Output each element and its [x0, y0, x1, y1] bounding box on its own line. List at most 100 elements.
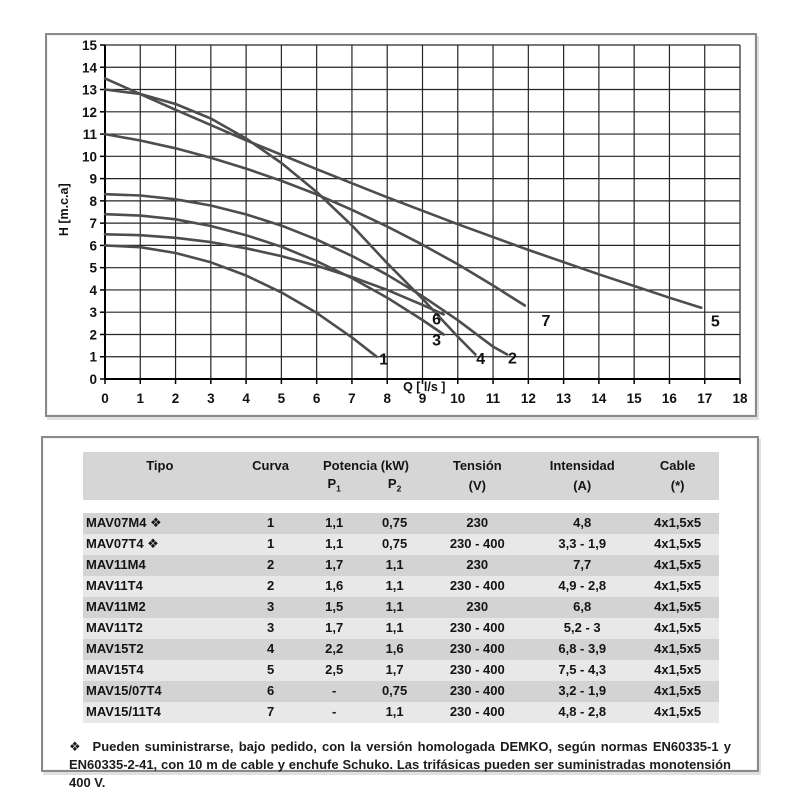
x-tick-label-15: 15	[627, 391, 643, 406]
cell-p2: 1,1	[362, 618, 427, 639]
x-tick-label-17: 17	[697, 391, 712, 406]
cell-cable: 4x1,5x5	[636, 534, 719, 555]
cell-cable: 4x1,5x5	[636, 513, 719, 534]
cell-p2: 1,1	[362, 576, 427, 597]
col-header-tension: Tensión	[426, 452, 529, 476]
x-tick-label-6: 6	[313, 391, 321, 406]
col-header-cable-unit: (*)	[636, 476, 719, 500]
cell-cable: 4x1,5x5	[636, 618, 719, 639]
cell-p1: 2,5	[305, 660, 363, 681]
x-tick-label-9: 9	[419, 391, 427, 406]
y-tick-label-3: 3	[89, 305, 97, 320]
cell-curva: 6	[235, 681, 306, 702]
col-header-tension-unit: (V)	[426, 476, 529, 500]
x-tick-label-13: 13	[556, 391, 572, 406]
x-tick-label-18: 18	[732, 391, 748, 406]
x-tick-label-16: 16	[662, 391, 678, 406]
cell-p1: 1,6	[305, 576, 363, 597]
x-tick-label-1: 1	[137, 391, 145, 406]
table-row: MAV07M4 ❖ 1 1,1 0,75 230 4,8 4x1,5x5	[83, 513, 719, 534]
curve-3	[103, 212, 445, 336]
col-header-intensidad: Intensidad	[528, 452, 637, 476]
y-tick-label-6: 6	[89, 238, 97, 253]
cell-tipo: MAV07M4 ❖	[83, 513, 236, 534]
cell-tipo: MAV15/07T4	[83, 681, 236, 702]
x-tick-label-11: 11	[486, 391, 501, 406]
cell-tension: 230 - 400	[426, 681, 529, 702]
table-row: MAV11M4 2 1,7 1,1 230 7,7 4x1,5x5	[83, 555, 719, 576]
x-tick-label-3: 3	[207, 391, 215, 406]
table-row: MAV07T4 ❖ 1 1,1 0,75 230 - 400 3,3 - 1,9 4x1,5…	[83, 534, 719, 555]
y-tick-label-15: 15	[82, 38, 98, 53]
curve-2	[103, 192, 509, 356]
x-tick-label-7: 7	[348, 391, 356, 406]
cell-tension: 230	[426, 555, 529, 576]
cell-curva: 2	[235, 555, 306, 576]
cell-cable: 4x1,5x5	[636, 660, 719, 681]
table-row: MAV11T4 2 1,6 1,1 230 - 400 4,9 - 2,8 4x1,5x5	[83, 576, 719, 597]
cell-curva: 3	[235, 618, 306, 639]
curve-label-5: 5	[711, 314, 720, 331]
cell-p1: 1,7	[305, 618, 363, 639]
x-tick-label-0: 0	[101, 391, 109, 406]
table-row: MAV15/07T4 6-0,75 230 - 400 3,2 - 1,9 4x1,5x…	[83, 681, 719, 702]
cell-intensidad: 5,2 - 3	[528, 618, 637, 639]
cell-tension: 230 - 400	[426, 639, 529, 660]
cell-cable: 4x1,5x5	[636, 597, 719, 618]
cell-intensidad: 7,7	[528, 555, 637, 576]
cell-p2: 0,75	[362, 513, 427, 534]
cell-tipo: MAV11M4	[83, 555, 236, 576]
y-tick-label-7: 7	[89, 216, 97, 231]
cell-intensidad: 6,8	[528, 597, 637, 618]
curve-label-7: 7	[542, 313, 551, 330]
cell-p2: 1,6	[362, 639, 427, 660]
pump-curves-chart-panel: 0 1 2 3 4 5 6 7 8 9 10 11 12 13 14 15 16 17 18 0 1 2 3 4 5 6 7 8 9 10…	[45, 33, 757, 417]
col-header-intensidad-unit: (A)	[528, 476, 637, 500]
cell-tipo: MAV11M2	[83, 597, 236, 618]
cell-p2: 0,75	[362, 681, 427, 702]
col-header-curva: Curva	[235, 452, 306, 500]
cell-p2: 1,7	[362, 660, 427, 681]
cell-tipo: MAV07T4 ❖	[83, 534, 236, 555]
cell-p2: 1,1	[362, 702, 427, 723]
table-row: MAV15T4 5 2,5 1,7 230 - 400 7,5 - 4,3 4x1,5x5	[83, 660, 719, 681]
x-tick-label-2: 2	[172, 391, 180, 406]
curve-5	[103, 77, 703, 309]
spec-table-panel: Tipo Curva Potencia (kW) Tensión Intensi…	[41, 436, 759, 790]
y-axis-title: H [m.c.a]	[57, 183, 71, 236]
curve-7	[103, 132, 527, 307]
y-tick-label-0: 0	[89, 372, 97, 387]
curve-4	[103, 88, 477, 356]
table-body: MAV07M4 ❖ 1 1,1 0,75 230 4,8 4x1,5x5 MAV07T4 ❖ 1…	[83, 500, 719, 723]
cell-intensidad: 3,2 - 1,9	[528, 681, 637, 702]
col-header-p2: P2	[362, 476, 427, 500]
cell-p2: 1,1	[362, 555, 427, 576]
cell-curva: 2	[235, 576, 306, 597]
cell-curva: 1	[235, 513, 306, 534]
cell-p1: 1,1	[305, 513, 363, 534]
x-tick-label-5: 5	[278, 391, 286, 406]
cell-tension: 230 - 400	[426, 618, 529, 639]
cell-tension: 230 - 400	[426, 534, 529, 555]
col-header-tipo: Tipo	[83, 452, 236, 500]
footnote-diamond-icon: ❖	[69, 739, 83, 754]
curve-label-6: 6	[432, 311, 441, 328]
cell-tipo: MAV11T4	[83, 576, 236, 597]
y-tick-label-9: 9	[89, 172, 97, 187]
cell-tipo: MAV15T2	[83, 639, 236, 660]
curve-label-3: 3	[432, 333, 441, 350]
y-tick-label-4: 4	[89, 283, 97, 298]
cell-intensidad: 4,9 - 2,8	[528, 576, 637, 597]
cell-tipo: MAV11T2	[83, 618, 236, 639]
cell-p1: 1,1	[305, 534, 363, 555]
cell-intensidad: 4,8	[528, 513, 637, 534]
x-tick-label-4: 4	[242, 391, 250, 406]
cell-cable: 4x1,5x5	[636, 681, 719, 702]
curve-label-4: 4	[476, 351, 485, 368]
y-tick-label-5: 5	[89, 261, 97, 276]
table-row: MAV15/11T4 7-1,1 230 - 400 4,8 - 2,8 4x1,5x5	[83, 702, 719, 723]
x-tick-label-12: 12	[521, 391, 536, 406]
y-tick-label-1: 1	[89, 350, 97, 365]
cell-p2: 0,75	[362, 534, 427, 555]
x-tick-label-8: 8	[383, 391, 391, 406]
